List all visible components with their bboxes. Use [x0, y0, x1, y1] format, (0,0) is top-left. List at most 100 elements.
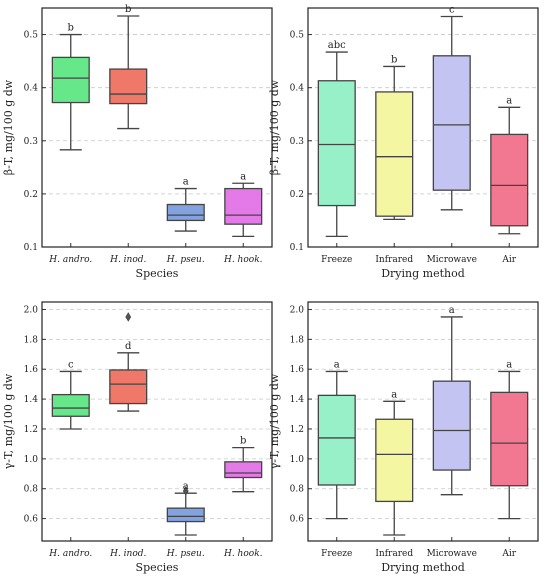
significance-label: a [506, 359, 512, 370]
x-axis-label: Drying method [381, 561, 465, 574]
significance-label: b [240, 436, 246, 447]
x-tick-label: H. andro. [48, 255, 92, 265]
x-tick-label: H. hook. [223, 255, 263, 265]
y-tick-label: 1.6 [290, 365, 305, 375]
box-iqr [490, 391, 529, 487]
box-iqr [109, 369, 148, 405]
x-tick-label: H. andro. [48, 549, 92, 559]
significance-label: d [125, 341, 132, 352]
significance-label: c [449, 4, 455, 15]
box-3: a [166, 177, 205, 232]
box-2: a [375, 389, 414, 536]
y-tick-label: 0.5 [290, 31, 305, 41]
y-tick-label: 1.8 [24, 335, 39, 345]
x-tick-label: Microwave [427, 549, 477, 559]
box-3: a [166, 481, 205, 536]
box-iqr [432, 55, 471, 191]
y-tick-label: 0.1 [290, 243, 304, 253]
box-iqr [317, 394, 356, 486]
y-tick-label: 1.0 [290, 455, 305, 465]
y-tick-label: 0.8 [24, 485, 39, 495]
significance-label: b [125, 4, 131, 15]
y-tick-label: 0.3 [24, 137, 39, 147]
panel-4: 0.6 0.8 1.0 1.2 1.4 1.6 1.8 2.0 a Freeze a Infrared… [268, 301, 539, 574]
x-tick-label: H. hook. [223, 549, 263, 559]
y-tick-label: 0.4 [24, 84, 39, 94]
panel-2: 0.1 0.2 0.3 0.4 0.5 abc Freeze b Infrared c Microw… [268, 4, 539, 280]
y-tick-label: 1.4 [290, 395, 305, 405]
box-iqr [490, 133, 529, 227]
significance-label: a [183, 177, 189, 188]
y-tick-label: 1.2 [290, 425, 304, 435]
x-tick-label: Air [501, 549, 516, 559]
y-tick-label: 0.5 [24, 31, 39, 41]
significance-label: a [391, 389, 397, 400]
significance-label: a [506, 95, 512, 106]
significance-label: a [334, 359, 340, 370]
x-tick-label: H. pseu. [166, 549, 205, 559]
box-iqr [375, 418, 414, 503]
y-tick-label: 2.0 [290, 305, 305, 315]
box-iqr [432, 380, 471, 471]
box-2: b [375, 54, 414, 221]
box-iqr [51, 393, 90, 417]
box-3: a [432, 305, 471, 496]
box-4: a [490, 359, 529, 520]
box-iqr [51, 56, 90, 104]
box-2: b [109, 4, 148, 130]
plot-frame [41, 301, 273, 542]
significance-label: c [68, 359, 74, 370]
x-tick-label: Infrared [375, 549, 413, 559]
y-tick-label: 0.1 [24, 243, 38, 253]
box-4: a [490, 95, 529, 235]
x-tick-label: H. inod. [109, 549, 146, 559]
box-iqr [224, 461, 263, 479]
x-tick-label: Microwave [427, 255, 477, 265]
significance-label: b [391, 54, 397, 65]
box-1: c [51, 359, 90, 430]
panel-3: 0.6 0.8 1.0 1.2 1.4 1.6 1.8 2.0 c H. andro. d H. in… [2, 301, 273, 574]
x-axis-label: Species [136, 267, 179, 280]
y-tick-label: 1.4 [24, 395, 39, 405]
significance-label: a [240, 171, 246, 182]
x-tick-label: Infrared [375, 255, 413, 265]
x-tick-label: Freeze [321, 549, 352, 559]
x-tick-label: Freeze [321, 255, 352, 265]
y-tick-label: 0.2 [290, 190, 304, 200]
box-2: d [109, 312, 148, 412]
y-tick-label: 0.6 [24, 515, 39, 525]
y-tick-label: 1.0 [24, 455, 39, 465]
y-axis-label: β-T, mg/100 g dw [268, 79, 281, 175]
y-axis-label: β-T, mg/100 g dw [2, 79, 15, 175]
plot-frame [41, 7, 273, 248]
significance-label: a [449, 305, 455, 316]
box-iqr [375, 91, 414, 217]
box-iqr [317, 80, 356, 207]
y-tick-label: 1.2 [24, 425, 38, 435]
plot-frame [307, 301, 539, 542]
box-3: c [432, 4, 471, 211]
y-tick-label: 0.2 [24, 190, 38, 200]
box-iqr [166, 507, 205, 523]
panel-1: 0.1 0.2 0.3 0.4 0.5 b H. andro. b H. inod. a H. ps… [2, 4, 273, 280]
box-1: b [51, 23, 90, 151]
box-1: a [317, 359, 356, 520]
x-tick-label: H. inod. [109, 255, 146, 265]
y-axis-label: γ-T, mg/100 g dw [268, 373, 281, 469]
outlier-point [125, 312, 132, 322]
y-tick-label: 0.3 [290, 137, 305, 147]
x-axis-label: Drying method [381, 267, 465, 280]
plot-frame [307, 7, 539, 248]
box-4: a [224, 171, 263, 238]
x-axis-label: Species [136, 561, 179, 574]
y-axis-label: γ-T, mg/100 g dw [2, 373, 15, 469]
y-tick-label: 1.6 [24, 365, 39, 375]
x-tick-label: H. pseu. [166, 255, 205, 265]
y-tick-label: 2.0 [24, 305, 39, 315]
box-iqr [166, 203, 205, 222]
box-4: b [224, 436, 263, 493]
x-tick-label: Air [501, 255, 516, 265]
significance-label: a [183, 481, 189, 492]
y-tick-label: 0.6 [290, 515, 305, 525]
